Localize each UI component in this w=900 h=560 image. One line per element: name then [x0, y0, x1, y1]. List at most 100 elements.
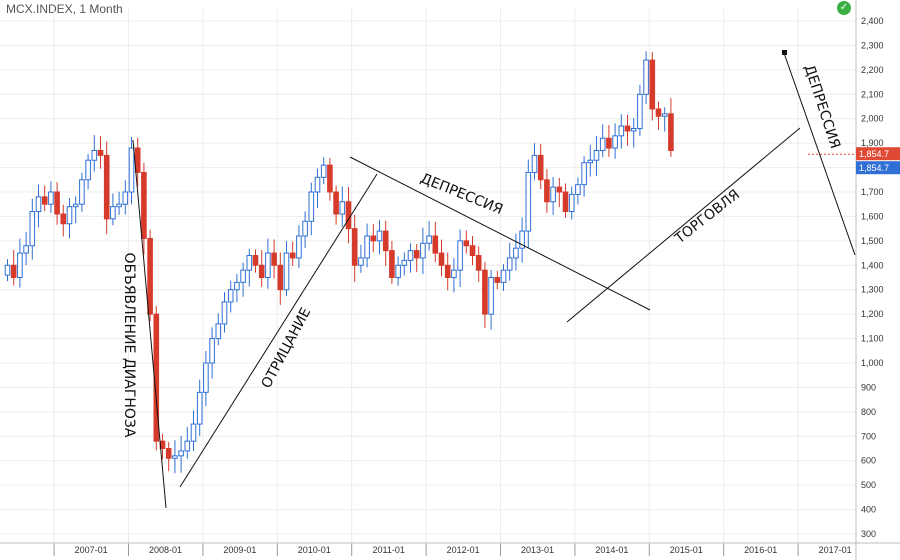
- candle[interactable]: [320, 157, 327, 185]
- candle[interactable]: [444, 252, 451, 291]
- candle[interactable]: [283, 240, 290, 296]
- candle[interactable]: [618, 114, 625, 149]
- candle[interactable]: [190, 410, 197, 451]
- candle[interactable]: [277, 252, 284, 305]
- candle[interactable]: [531, 143, 538, 180]
- candle[interactable]: [240, 262, 246, 297]
- candle[interactable]: [172, 440, 178, 474]
- candle[interactable]: [513, 233, 519, 271]
- candle[interactable]: [327, 158, 333, 201]
- candle[interactable]: [29, 198, 36, 260]
- candle[interactable]: [252, 249, 259, 273]
- candle[interactable]: [79, 172, 85, 212]
- candle[interactable]: [525, 159, 532, 248]
- candle[interactable]: [23, 232, 29, 266]
- candle[interactable]: [500, 264, 507, 291]
- candle[interactable]: [587, 144, 594, 177]
- candle[interactable]: [103, 141, 110, 235]
- candle[interactable]: [110, 193, 116, 226]
- candle[interactable]: [506, 242, 513, 281]
- candle[interactable]: [568, 186, 575, 220]
- candle[interactable]: [351, 214, 358, 282]
- candle[interactable]: [494, 270, 501, 289]
- candle[interactable]: [389, 241, 395, 284]
- candle[interactable]: [649, 52, 656, 121]
- candle[interactable]: [438, 239, 445, 277]
- candle[interactable]: [271, 239, 277, 279]
- candle[interactable]: [420, 227, 426, 275]
- candle[interactable]: [48, 181, 54, 214]
- candle[interactable]: [382, 220, 389, 267]
- candle[interactable]: [141, 162, 147, 255]
- candle[interactable]: [314, 168, 321, 208]
- candle[interactable]: [562, 183, 569, 218]
- check-circle-icon[interactable]: ✓: [837, 1, 851, 15]
- candle[interactable]: [54, 181, 60, 225]
- candle[interactable]: [401, 252, 408, 276]
- candle[interactable]: [41, 185, 48, 212]
- candle[interactable]: [407, 243, 414, 273]
- candle[interactable]: [165, 441, 172, 472]
- candle[interactable]: [339, 186, 346, 227]
- candle[interactable]: [4, 259, 11, 282]
- candle[interactable]: [358, 244, 364, 273]
- candle[interactable]: [451, 258, 457, 293]
- candle[interactable]: [333, 185, 339, 225]
- candle[interactable]: [10, 250, 17, 286]
- candle[interactable]: [370, 224, 377, 253]
- candle[interactable]: [60, 204, 67, 237]
- candle[interactable]: [196, 379, 203, 436]
- candle[interactable]: [544, 169, 550, 214]
- candle[interactable]: [246, 248, 253, 287]
- candle[interactable]: [630, 118, 637, 148]
- candle[interactable]: [668, 98, 674, 157]
- candle[interactable]: [184, 427, 191, 459]
- candle[interactable]: [376, 220, 383, 255]
- candle[interactable]: [234, 274, 240, 303]
- candle[interactable]: [203, 351, 209, 406]
- candle[interactable]: [72, 196, 79, 224]
- candle[interactable]: [147, 229, 153, 322]
- candle[interactable]: [593, 135, 600, 177]
- candle[interactable]: [537, 143, 544, 190]
- candle[interactable]: [128, 137, 135, 205]
- candle[interactable]: [97, 135, 104, 169]
- candle[interactable]: [624, 115, 631, 146]
- candle[interactable]: [457, 229, 463, 288]
- candle[interactable]: [289, 241, 296, 267]
- candle[interactable]: [581, 156, 587, 197]
- candle[interactable]: [345, 187, 352, 244]
- candle[interactable]: [469, 235, 476, 266]
- candle[interactable]: [432, 221, 439, 263]
- candle[interactable]: [643, 51, 649, 104]
- candle[interactable]: [655, 101, 662, 130]
- candle[interactable]: [35, 184, 42, 228]
- candle[interactable]: [364, 223, 370, 268]
- candle[interactable]: [475, 246, 482, 282]
- candle[interactable]: [265, 238, 271, 289]
- candle[interactable]: [17, 238, 23, 288]
- candle[interactable]: [122, 180, 129, 215]
- candle[interactable]: [575, 177, 581, 205]
- candle[interactable]: [296, 225, 302, 268]
- candle[interactable]: [221, 292, 228, 333]
- candle[interactable]: [612, 123, 618, 159]
- candle[interactable]: [302, 211, 308, 248]
- candle[interactable]: [66, 198, 73, 239]
- candle[interactable]: [606, 125, 612, 157]
- candle[interactable]: [85, 153, 91, 190]
- candle[interactable]: [556, 177, 563, 208]
- candle[interactable]: [134, 137, 141, 187]
- candle[interactable]: [227, 280, 234, 313]
- candle[interactable]: [178, 436, 184, 473]
- candle[interactable]: [413, 244, 420, 273]
- candle[interactable]: [215, 313, 222, 346]
- candle[interactable]: [463, 230, 470, 254]
- candle[interactable]: [519, 217, 525, 263]
- candle[interactable]: [426, 221, 432, 251]
- candle[interactable]: [661, 107, 668, 132]
- candle[interactable]: [308, 182, 315, 236]
- candle[interactable]: [116, 191, 122, 215]
- candle[interactable]: [91, 135, 98, 172]
